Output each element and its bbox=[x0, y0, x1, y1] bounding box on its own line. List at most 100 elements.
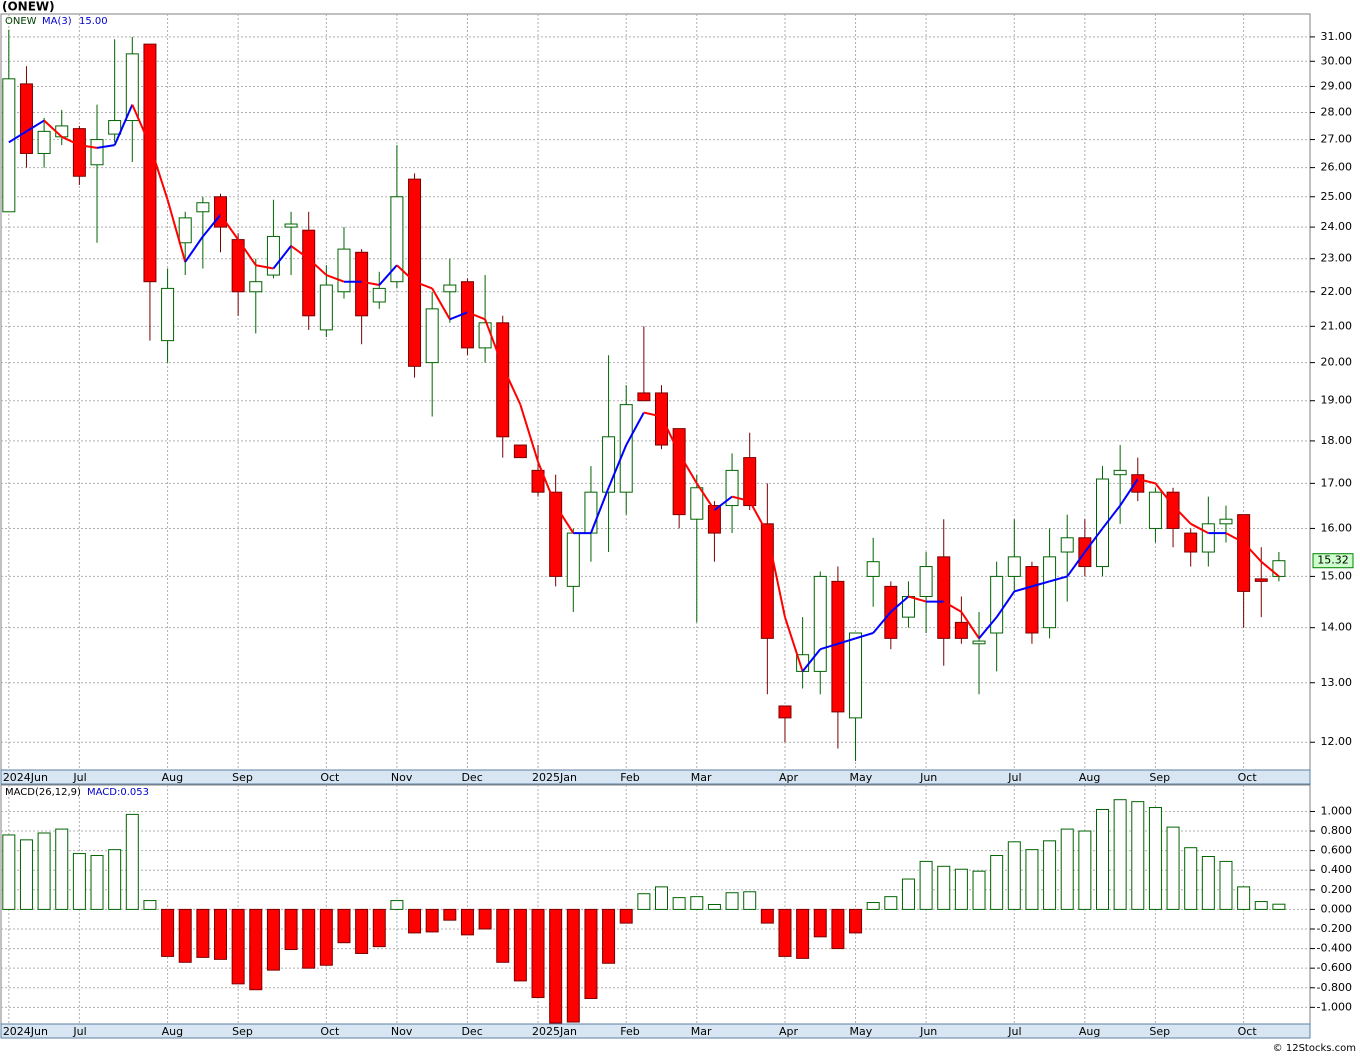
ma-segment bbox=[819, 642, 839, 651]
macd-bar bbox=[425, 908, 439, 933]
macd-bar bbox=[2, 834, 16, 910]
ma-segment bbox=[396, 264, 416, 283]
ma-segment bbox=[325, 274, 345, 283]
y-tick-label: -0.200 bbox=[1317, 922, 1352, 935]
ma-segment bbox=[943, 600, 962, 613]
candle-body bbox=[1237, 514, 1251, 592]
x-tick-label: 2025Jan bbox=[532, 771, 577, 784]
ma-segment bbox=[1137, 478, 1156, 485]
candle-body bbox=[2, 78, 16, 213]
macd-bar bbox=[1060, 828, 1074, 910]
x-tick-label: Jul bbox=[1007, 771, 1021, 784]
ma-segment bbox=[184, 235, 204, 263]
y-tick-label: 24.00 bbox=[1321, 220, 1353, 233]
ma-segment bbox=[131, 104, 151, 146]
candle-body bbox=[478, 322, 492, 349]
ma-segment bbox=[166, 199, 187, 263]
macd-bar bbox=[954, 868, 968, 910]
x-tick-label: Aug bbox=[1079, 1025, 1100, 1038]
candle-body bbox=[108, 120, 122, 135]
candle-body bbox=[707, 505, 721, 534]
y-tick-label: 28.00 bbox=[1321, 106, 1353, 119]
candle-body bbox=[760, 523, 774, 639]
macd-bar bbox=[655, 886, 668, 910]
candle-body bbox=[1201, 523, 1215, 553]
macd-bar bbox=[302, 908, 316, 969]
candle-body bbox=[1025, 566, 1039, 634]
y-tick-label: 29.00 bbox=[1321, 79, 1353, 92]
macd-bar bbox=[1201, 856, 1215, 910]
candle-body bbox=[284, 223, 298, 228]
macd-bar bbox=[743, 891, 757, 910]
y-tick-label: 13.00 bbox=[1321, 676, 1353, 689]
y-tick-label: -0.400 bbox=[1317, 942, 1352, 955]
ma-segment bbox=[96, 144, 115, 149]
x-tick-label: Mar bbox=[691, 1025, 712, 1038]
x-tick-label: May bbox=[850, 771, 873, 784]
x-tick-label: Sep bbox=[1149, 1025, 1170, 1038]
macd-bar bbox=[919, 860, 933, 910]
ma-segment bbox=[801, 648, 822, 673]
candle-body bbox=[743, 457, 757, 507]
x-tick-label: Jul bbox=[72, 1025, 86, 1038]
y-tick-label: -0.600 bbox=[1317, 961, 1352, 974]
ma-segment bbox=[308, 257, 328, 276]
y-tick-label: 15.00 bbox=[1321, 569, 1353, 582]
macd-bar bbox=[690, 896, 704, 910]
macd-bar bbox=[443, 908, 457, 921]
ma-segment bbox=[872, 611, 892, 634]
candle-body bbox=[355, 251, 369, 317]
candle-body bbox=[937, 556, 951, 639]
macd-bar bbox=[319, 908, 333, 966]
x-tick-label: Feb bbox=[620, 771, 639, 784]
macd-bar bbox=[672, 897, 686, 910]
macd-bar bbox=[143, 900, 157, 910]
ma-segment bbox=[43, 119, 63, 138]
marks bbox=[2, 29, 1354, 1024]
candle-body bbox=[425, 308, 439, 364]
candle-body bbox=[302, 229, 316, 317]
candle-body bbox=[1113, 469, 1127, 476]
last-price-box bbox=[1312, 553, 1354, 569]
ma-segment bbox=[1242, 541, 1262, 563]
macd-bar bbox=[178, 908, 192, 963]
ma-segment bbox=[784, 616, 804, 672]
candle-body bbox=[19, 83, 33, 154]
y-tick-label: 1.000 bbox=[1321, 804, 1353, 817]
x-tick-label: 2024Jun bbox=[3, 1025, 48, 1038]
candle-body bbox=[496, 322, 510, 438]
macd-bar bbox=[1166, 826, 1180, 910]
x-tick-label: May bbox=[850, 1025, 873, 1038]
y-tick-label: 21.00 bbox=[1321, 319, 1353, 332]
candle-body bbox=[337, 248, 351, 293]
candle-body bbox=[1219, 518, 1233, 525]
macd-bar bbox=[266, 908, 280, 971]
macd-bar bbox=[19, 839, 33, 910]
ma-segment bbox=[113, 104, 134, 146]
ma-segment bbox=[237, 239, 257, 266]
ma-segment bbox=[625, 412, 645, 446]
y-tick-label: -0.800 bbox=[1317, 981, 1352, 994]
ma-segment bbox=[855, 632, 874, 640]
macd-bar bbox=[72, 853, 86, 910]
ma-segment bbox=[643, 411, 662, 418]
ma-segment bbox=[713, 495, 733, 511]
candle-body bbox=[178, 217, 192, 244]
y-tick-label: 26.00 bbox=[1321, 161, 1353, 174]
x-tick-label: Apr bbox=[779, 771, 799, 784]
ma-segment bbox=[748, 500, 769, 534]
ma-segment bbox=[25, 119, 45, 133]
y-tick-label: 18.00 bbox=[1321, 434, 1353, 447]
candle-body bbox=[214, 196, 227, 228]
candle-body bbox=[37, 130, 51, 154]
ma-segment bbox=[148, 144, 169, 201]
candle-body bbox=[1184, 532, 1198, 553]
last-price-label: 15.32 bbox=[1317, 554, 1349, 567]
macd-bar bbox=[619, 908, 633, 924]
candle-body bbox=[1096, 478, 1109, 568]
macd-bar bbox=[1078, 830, 1092, 910]
macd-bar bbox=[355, 908, 369, 954]
candle-body bbox=[72, 128, 86, 177]
candle-body bbox=[1060, 537, 1074, 553]
